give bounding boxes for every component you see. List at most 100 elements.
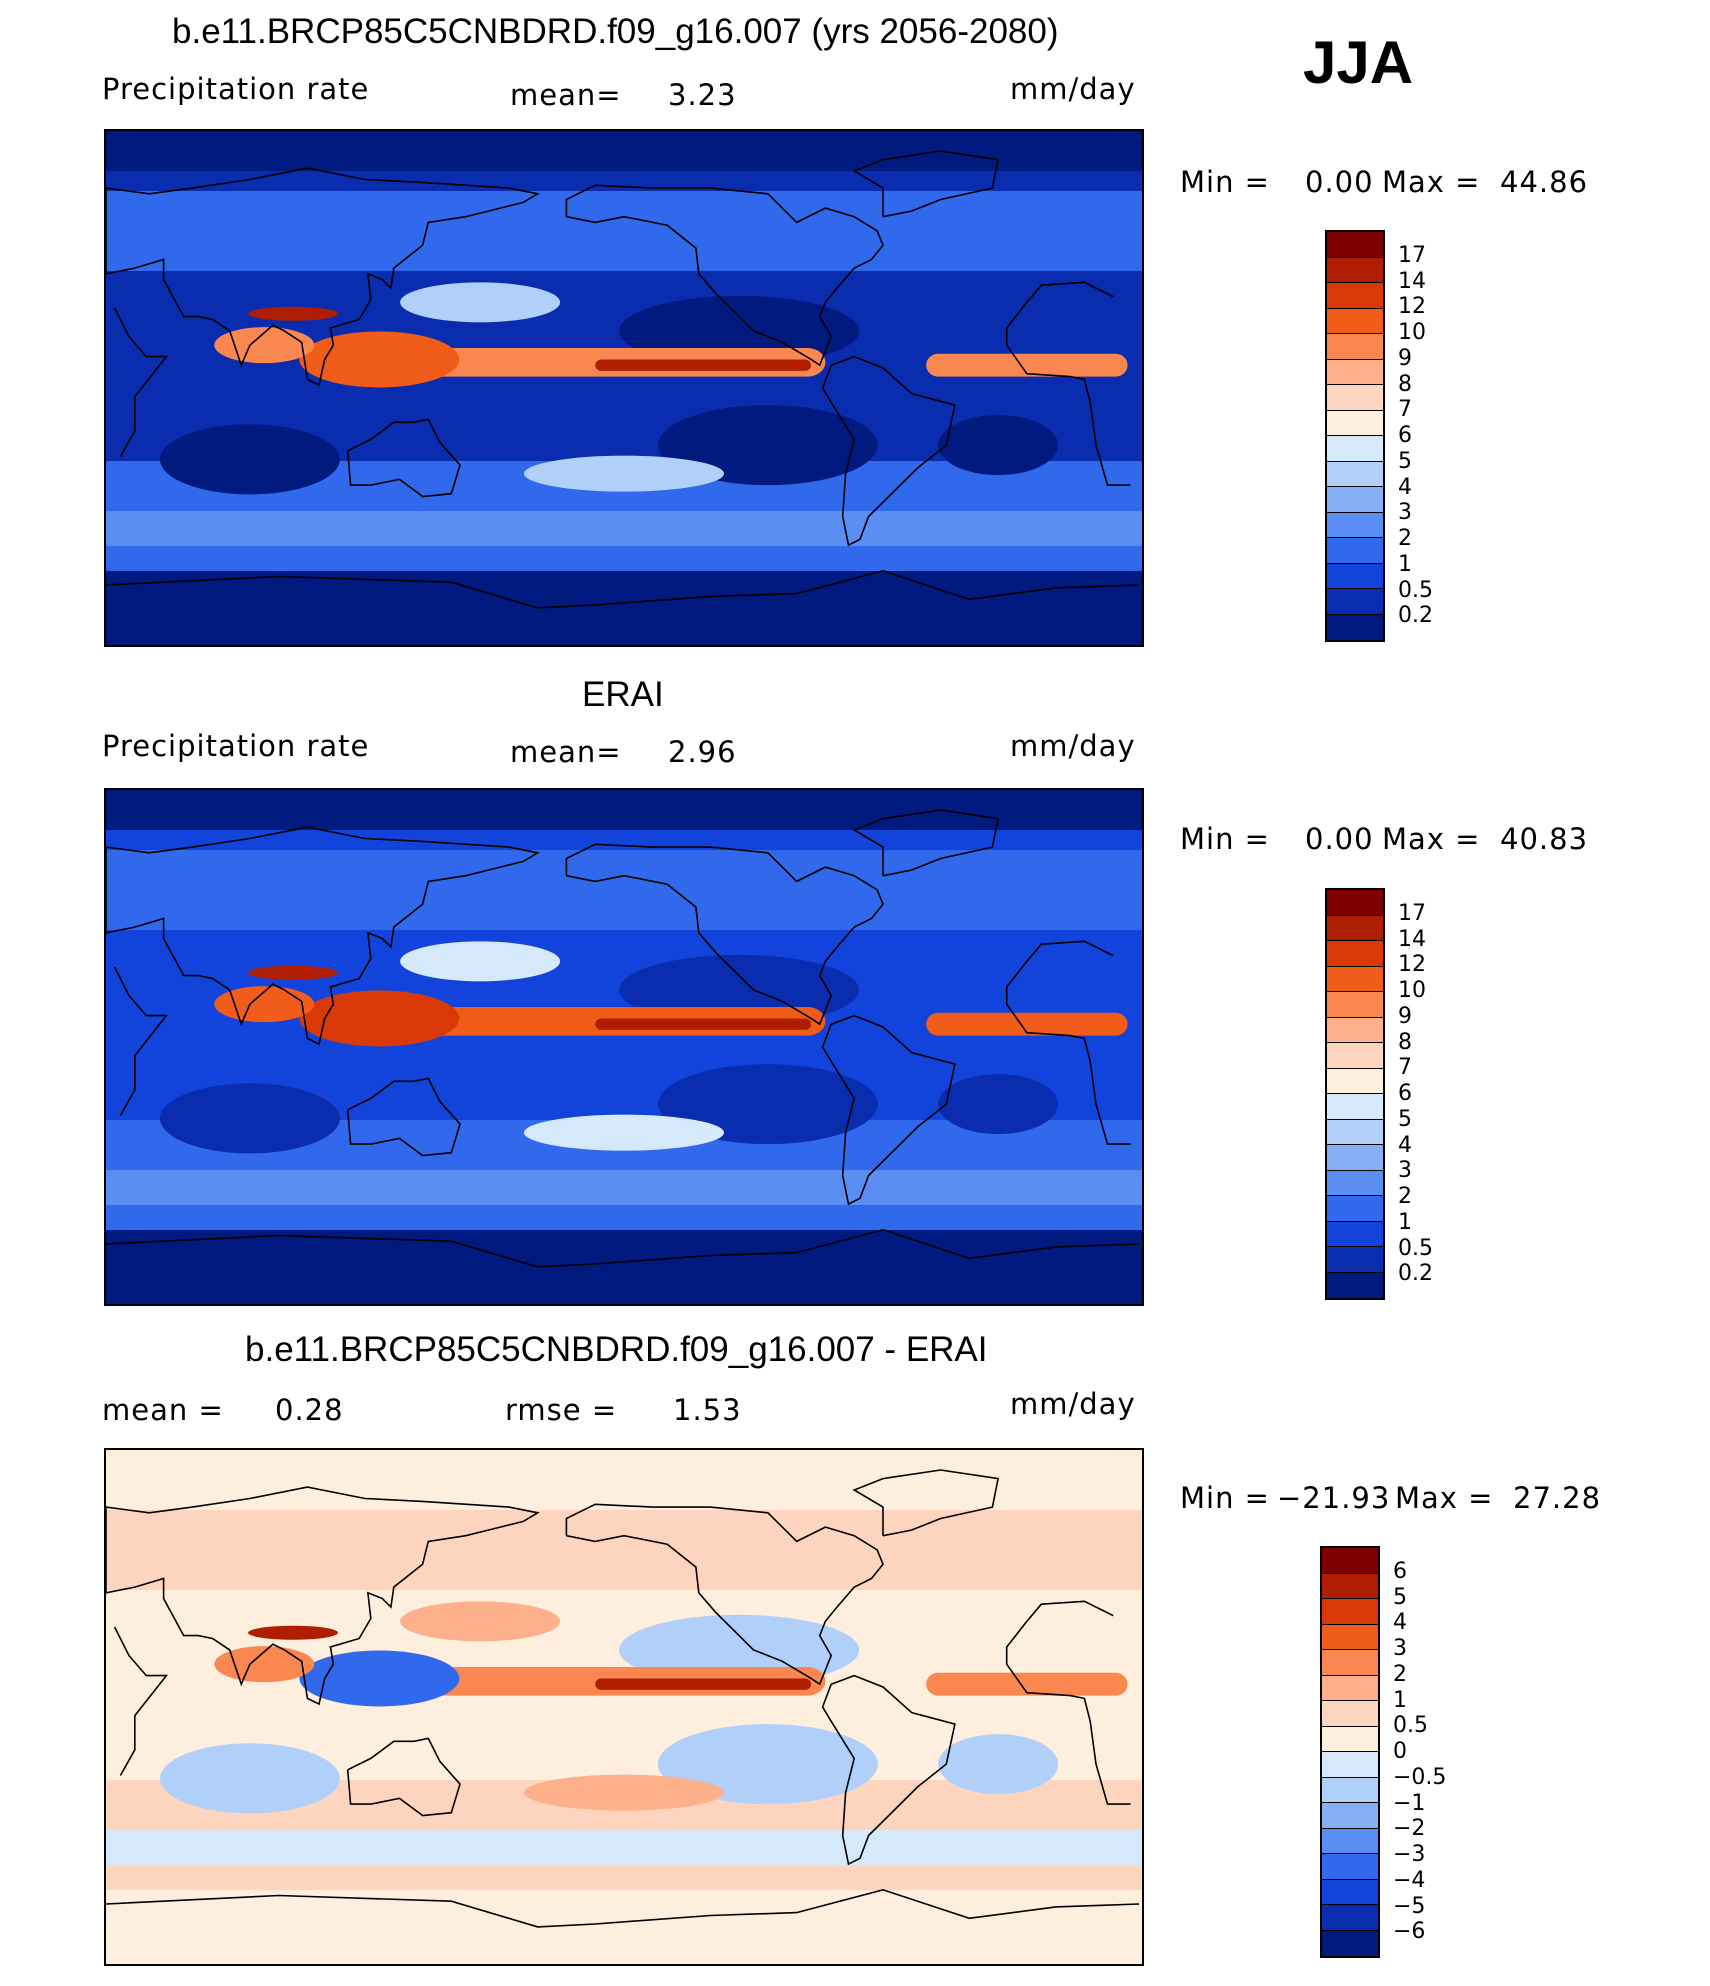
coastline	[106, 826, 540, 1046]
colorbar-swatch	[1322, 1650, 1378, 1676]
colorbar-tick-label: 0.2	[1398, 1261, 1433, 1287]
field-warm-pool	[299, 1650, 460, 1707]
colorbar-tick-label: 2	[1393, 1661, 1407, 1687]
colorbar-tick-label: 4	[1398, 474, 1412, 500]
season-label: JJA	[1303, 29, 1414, 96]
colorbar-tick-label: 5	[1398, 1106, 1412, 1132]
coastline	[106, 1888, 1140, 1928]
field-band-arctic	[106, 790, 1142, 830]
panel3-mean-value: 0.28	[275, 1393, 344, 1427]
panel1-map-svg	[106, 131, 1142, 645]
colorbar-swatch	[1327, 915, 1383, 941]
panel1-max-label: Max =	[1382, 165, 1481, 199]
colorbar-tick-label: 9	[1398, 1003, 1412, 1029]
colorbar-swatch	[1322, 1573, 1378, 1599]
colorbar-swatch	[1322, 1624, 1378, 1650]
colorbar-swatch	[1322, 1803, 1378, 1829]
field-indian-monsoon	[214, 986, 315, 1023]
colorbar-tick-label: 17	[1398, 242, 1426, 268]
panel2-map-svg	[106, 790, 1142, 1304]
field-atlantic-itcz	[926, 1672, 1128, 1696]
colorbar-swatch	[1327, 257, 1383, 283]
colorbar-swatch	[1327, 1068, 1383, 1094]
panel3-map	[104, 1448, 1144, 1966]
field-dry-zone	[159, 1743, 340, 1814]
colorbar-tick-label: 5	[1393, 1584, 1407, 1610]
colorbar-swatch	[1327, 1196, 1383, 1222]
panel3-max-label: Max =	[1395, 1481, 1494, 1515]
coastline	[106, 1486, 540, 1706]
field-itcz-core	[595, 359, 812, 371]
colorbar-swatch	[1327, 359, 1383, 385]
colorbar-swatch	[1322, 1599, 1378, 1625]
field-band-northern-midlat	[106, 191, 1142, 271]
colorbar-tick-label: 4	[1398, 1132, 1412, 1158]
coastline	[346, 418, 461, 498]
colorbar-swatch	[1327, 992, 1383, 1018]
field-spcz-tail	[524, 1774, 724, 1811]
field-baiu-band	[400, 1601, 561, 1642]
colorbar-swatch	[1327, 1221, 1383, 1247]
colorbar-swatch	[1327, 334, 1383, 360]
panel3-units: mm/day	[1010, 1387, 1136, 1421]
field-dry-zone	[938, 1734, 1059, 1795]
field-himalaya-rain	[248, 306, 339, 321]
colorbar-tick-label: 0	[1393, 1739, 1407, 1764]
coastline	[346, 1077, 461, 1157]
panel1-units: mm/day	[1010, 72, 1136, 106]
colorbar-tick-label: −1	[1393, 1790, 1426, 1816]
field-itcz-core	[595, 1678, 812, 1690]
field-baiu-band	[400, 941, 561, 982]
colorbar-swatch	[1322, 1675, 1378, 1701]
panel1-max-value: 44.86	[1500, 165, 1589, 199]
field-band-arctic	[106, 131, 1142, 171]
field-itcz-core	[595, 1018, 812, 1030]
colorbar-tick-label: 5	[1398, 448, 1412, 474]
field-band-northern-midlat	[106, 850, 1142, 930]
colorbar-swatch	[1322, 1548, 1378, 1574]
colorbar-swatch	[1327, 1017, 1383, 1043]
panel1-min-label: Min =	[1180, 165, 1270, 199]
panel2-max-value: 40.83	[1500, 822, 1589, 856]
colorbar-swatch	[1327, 283, 1383, 309]
colorbar-swatch	[1327, 385, 1383, 411]
colorbar-tick-label: 10	[1398, 978, 1426, 1003]
panel2-map	[104, 788, 1144, 1306]
field-indian-monsoon	[214, 1646, 315, 1683]
colorbar-swatch	[1327, 487, 1383, 513]
panel1-colorbar	[1325, 230, 1385, 642]
colorbar-tick-label: 1	[1398, 551, 1412, 577]
panel1-mean-label: mean=	[510, 78, 622, 112]
colorbar-swatch	[1327, 538, 1383, 564]
colorbar-tick-label: 12	[1398, 952, 1426, 978]
colorbar-swatch	[1327, 563, 1383, 589]
panel1-variable-label: Precipitation rate	[102, 72, 370, 106]
colorbar-tick-label: −3	[1393, 1842, 1426, 1867]
colorbar-tick-label: 0.5	[1398, 577, 1433, 603]
field-indian-monsoon	[214, 327, 315, 364]
panel3-max-value: 27.28	[1513, 1481, 1602, 1515]
panel2-max-label: Max =	[1382, 822, 1481, 856]
panel3-map-svg	[106, 1450, 1142, 1964]
colorbar-tick-label: 1	[1398, 1209, 1412, 1235]
colorbar-swatch	[1322, 1879, 1378, 1905]
colorbar-tick-label: 7	[1398, 397, 1412, 423]
colorbar-swatch	[1322, 1752, 1378, 1778]
colorbar-tick-label: 0.5	[1398, 1235, 1433, 1261]
field-band-antarctic	[106, 1230, 1142, 1304]
panel3-title: b.e11.BRCP85C5CNBDRD.f09_g16.007 - ERAI	[245, 1330, 988, 1369]
coastline	[852, 1469, 1000, 1537]
panel3-colorbar	[1320, 1546, 1380, 1958]
colorbar-swatch	[1327, 1247, 1383, 1273]
colorbar-swatch	[1322, 1905, 1378, 1931]
panel3-mean-label: mean =	[102, 1393, 224, 1427]
coastline	[113, 1600, 1131, 1805]
panel2-variable-label: Precipitation rate	[102, 729, 370, 763]
panel1-title: b.e11.BRCP85C5CNBDRD.f09_g16.007 (yrs 20…	[172, 12, 1059, 51]
panel3-min-value: −21.93	[1277, 1481, 1391, 1515]
colorbar-tick-label: 3	[1398, 500, 1412, 526]
field-spcz-tail	[524, 455, 724, 492]
field-atlantic-itcz	[926, 1012, 1128, 1036]
panel2-units: mm/day	[1010, 729, 1136, 763]
coastline	[113, 940, 1131, 1145]
